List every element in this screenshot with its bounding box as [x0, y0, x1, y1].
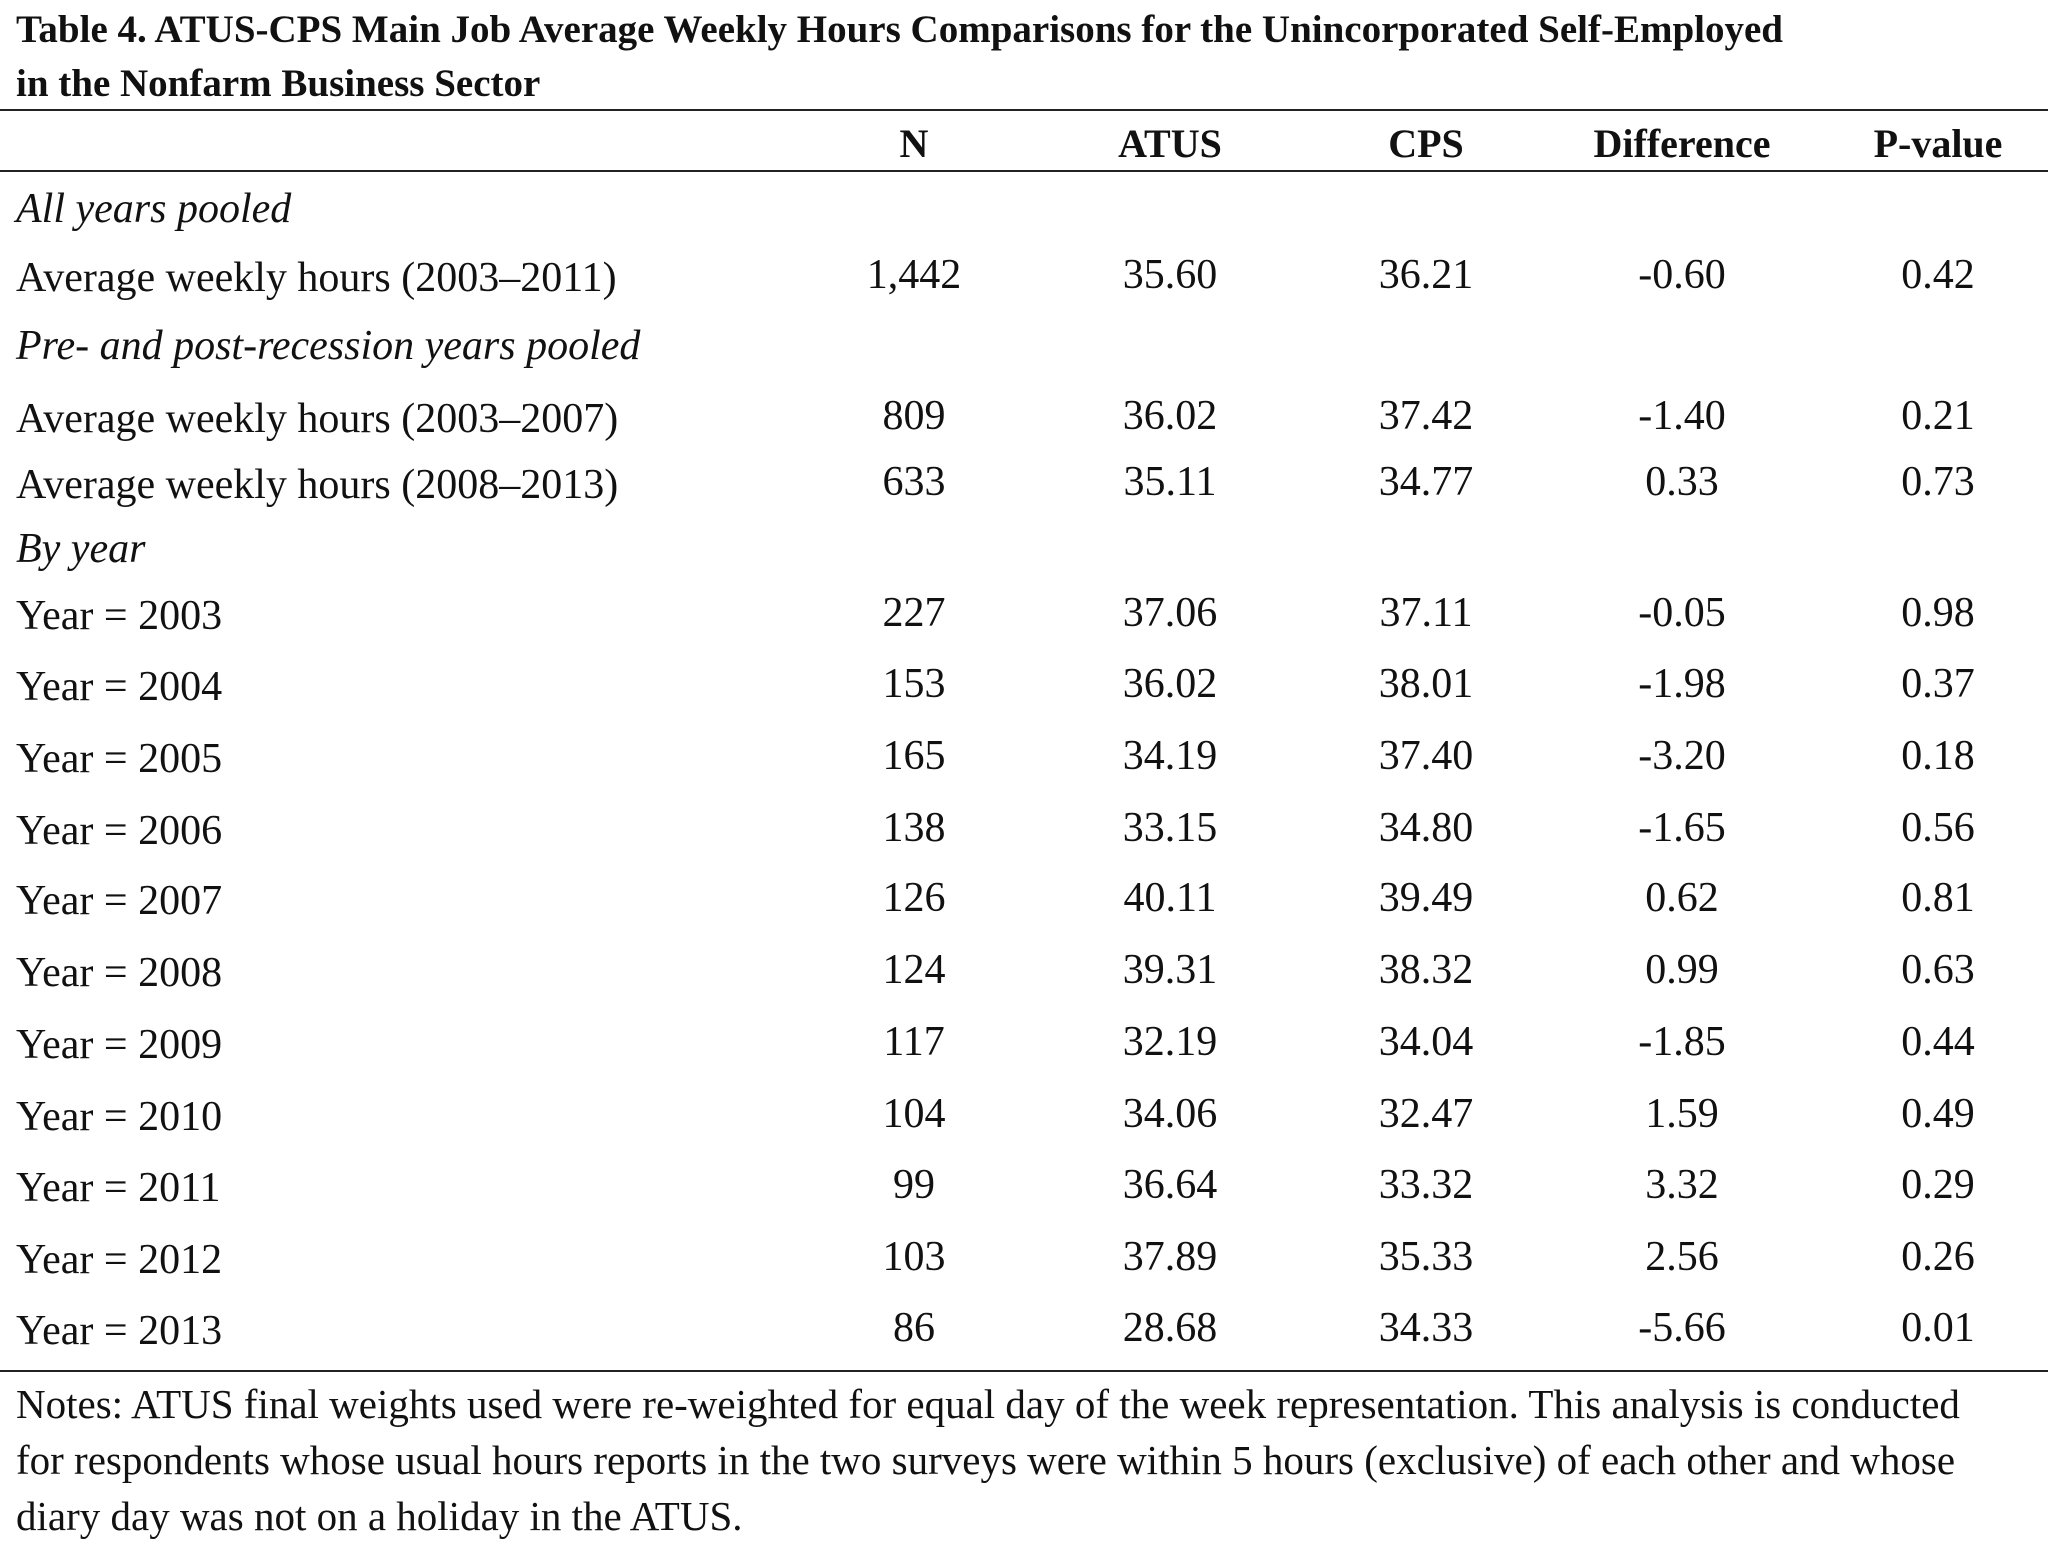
cell: 0.33	[1645, 459, 1719, 505]
section-title: All years pooled	[16, 186, 292, 232]
cell: 0.81	[1901, 875, 1975, 921]
cell: 1,442	[866, 252, 962, 298]
cell: 33.32	[1378, 1162, 1474, 1208]
cell: 39.31	[1122, 947, 1218, 993]
cell: 117	[883, 1019, 945, 1065]
cell: 124	[882, 947, 946, 993]
title: Table 4. ATUS-CPS Main Job Average Weekl…	[16, 8, 1783, 51]
cell: 35.33	[1378, 1234, 1474, 1280]
cell: 0.42	[1901, 252, 1975, 298]
cell: 809	[882, 393, 946, 439]
cell: -5.66	[1638, 1305, 1726, 1351]
cell: 34.19	[1122, 733, 1218, 779]
cell: 633	[882, 459, 946, 505]
row-label: Year = 2013	[16, 1308, 223, 1354]
cell: 0.01	[1901, 1305, 1975, 1351]
cell: 37.89	[1122, 1234, 1218, 1280]
cell: -1.65	[1638, 805, 1726, 851]
cell: 0.62	[1645, 875, 1719, 921]
row-label: Average weekly hours (2008–2013)	[16, 462, 619, 508]
cell: 39.49	[1378, 875, 1474, 921]
cell: 38.32	[1378, 947, 1474, 993]
cell: -1.98	[1638, 661, 1726, 707]
cell: 36.02	[1122, 661, 1218, 707]
cell: 0.99	[1645, 947, 1719, 993]
cell: 28.68	[1122, 1305, 1218, 1351]
row-label: Year = 2012	[16, 1237, 223, 1283]
cell: 104	[882, 1091, 946, 1137]
cell: 38.01	[1378, 661, 1474, 707]
row-label: Year = 2010	[16, 1094, 223, 1140]
cell: 0.63	[1901, 947, 1975, 993]
cell: 37.11	[1379, 590, 1473, 636]
cell: 34.06	[1122, 1091, 1218, 1137]
cell: -1.85	[1638, 1019, 1726, 1065]
row-label: Year = 2007	[16, 878, 223, 924]
column-header: Difference	[1593, 121, 1771, 166]
row-label: Year = 2008	[16, 950, 223, 996]
cell: 33.15	[1122, 805, 1218, 851]
cell: 86	[893, 1305, 935, 1351]
cell: 0.44	[1901, 1019, 1975, 1065]
cell: 32.47	[1378, 1091, 1474, 1137]
cell: 36.02	[1122, 393, 1218, 439]
row-label: Average weekly hours (2003–2007)	[16, 396, 619, 442]
cell: 35.60	[1122, 252, 1218, 298]
cell: 126	[882, 875, 946, 921]
cell: 0.18	[1901, 733, 1975, 779]
column-header: ATUS	[1118, 121, 1222, 166]
rule	[0, 170, 2048, 172]
row-label: Year = 2011	[16, 1165, 221, 1211]
cell: 1.59	[1645, 1091, 1719, 1137]
cell: -0.60	[1638, 252, 1726, 298]
cell: 37.06	[1122, 590, 1218, 636]
row-label: Year = 2009	[16, 1022, 223, 1068]
cell: -0.05	[1638, 590, 1726, 636]
cell: 138	[882, 805, 946, 851]
cell: 32.19	[1122, 1019, 1218, 1065]
row-label: Year = 2004	[16, 664, 223, 710]
row-label: Year = 2003	[16, 593, 223, 639]
cell: 34.77	[1378, 459, 1474, 505]
rule	[0, 1370, 2048, 1372]
cell: 0.73	[1901, 459, 1975, 505]
cell: 35.11	[1123, 459, 1217, 505]
cell: 153	[882, 661, 946, 707]
cell: 0.21	[1901, 393, 1975, 439]
cell: 0.98	[1901, 590, 1975, 636]
cell: -3.20	[1638, 733, 1726, 779]
cell: 0.26	[1901, 1234, 1975, 1280]
column-header: P-value	[1873, 121, 2003, 166]
cell: 34.33	[1378, 1305, 1474, 1351]
cell: 34.04	[1378, 1019, 1474, 1065]
cell: 40.11	[1123, 875, 1217, 921]
row-label: Year = 2005	[16, 736, 223, 782]
section-title: Pre- and post-recession years pooled	[16, 323, 641, 369]
cell: 227	[882, 590, 946, 636]
cell: 36.21	[1378, 252, 1474, 298]
cell: 0.29	[1901, 1162, 1975, 1208]
row-label: Year = 2006	[16, 808, 223, 854]
section-title: By year	[16, 526, 146, 572]
cell: 0.56	[1901, 805, 1975, 851]
cell: 2.56	[1645, 1234, 1719, 1280]
cell: 34.80	[1378, 805, 1474, 851]
cell: 99	[893, 1162, 935, 1208]
notes: Notes: ATUS final weights used were re-w…	[16, 1381, 1960, 1539]
cell: -1.40	[1638, 393, 1726, 439]
cell: 36.64	[1122, 1162, 1218, 1208]
cell: 0.49	[1901, 1091, 1975, 1137]
column-header: N	[899, 121, 929, 166]
row-label: Average weekly hours (2003–2011)	[16, 255, 617, 301]
cell: 0.37	[1901, 661, 1975, 707]
column-header: CPS	[1388, 121, 1464, 166]
rule	[0, 109, 2048, 111]
cell: 103	[882, 1234, 946, 1280]
cell: 37.42	[1378, 393, 1474, 439]
title: in the Nonfarm Business Sector	[16, 62, 541, 105]
cell: 165	[882, 733, 946, 779]
cell: 37.40	[1378, 733, 1474, 779]
cell: 3.32	[1645, 1162, 1719, 1208]
